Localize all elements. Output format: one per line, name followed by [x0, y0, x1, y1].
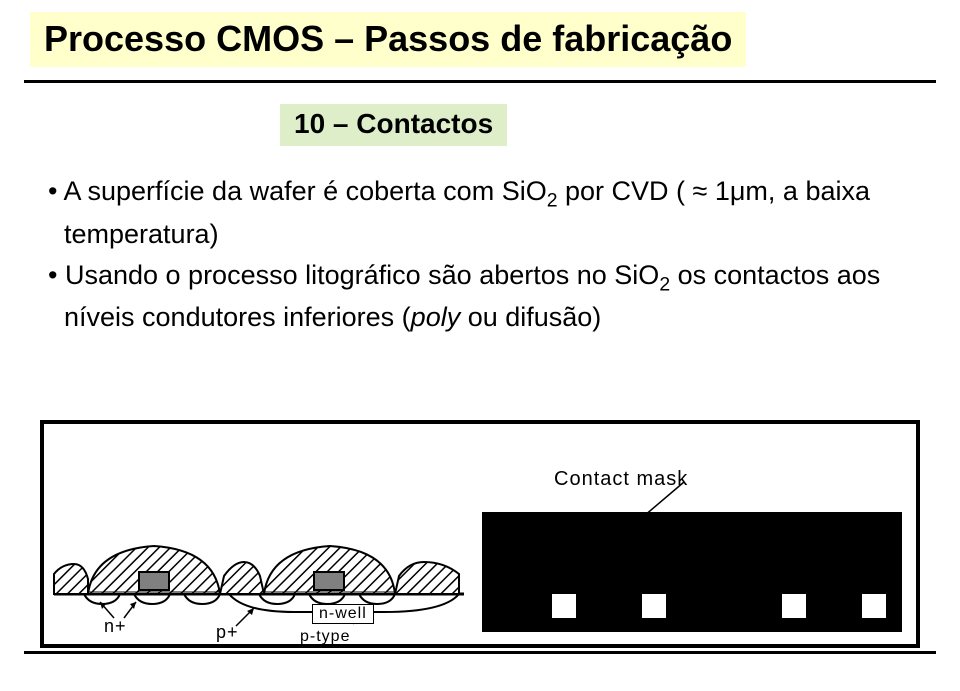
- text: ou difusão): [460, 302, 601, 332]
- contact-hole: [862, 594, 886, 618]
- label-n-well: n-well: [312, 604, 374, 624]
- contact-mask-panel: [482, 512, 902, 632]
- step-subtitle: 10 – Contactos: [280, 104, 507, 146]
- subscript: 2: [659, 273, 670, 295]
- contact-hole: [782, 594, 806, 618]
- italic-text: poly: [411, 302, 461, 332]
- bullet-2: Usando o processo litográfico são aberto…: [48, 256, 928, 338]
- slide: Processo CMOS – Passos de fabricação 10 …: [0, 0, 960, 691]
- subscript: 2: [547, 189, 558, 211]
- contact-hole: [552, 594, 576, 618]
- label-p-plus: p+: [216, 622, 239, 643]
- rule-top: [24, 80, 936, 83]
- contact-hole: [642, 594, 666, 618]
- label-p-type: p-type: [300, 628, 350, 646]
- rule-bottom: [24, 651, 936, 654]
- diagram-frame: n+ p+ n-well p-type Contact mask: [40, 420, 920, 648]
- text: Usando o processo litográfico são aberto…: [65, 260, 659, 290]
- bullet-1: A superfície da wafer é coberta com SiO2…: [48, 172, 928, 254]
- label-n-plus: n+: [104, 616, 127, 637]
- bullet-list: A superfície da wafer é coberta com SiO2…: [48, 170, 928, 339]
- page-title: Processo CMOS – Passos de fabricação: [30, 12, 746, 67]
- text: A superfície da wafer é coberta com SiO: [63, 176, 546, 206]
- label-contact-mask: Contact mask: [554, 468, 688, 491]
